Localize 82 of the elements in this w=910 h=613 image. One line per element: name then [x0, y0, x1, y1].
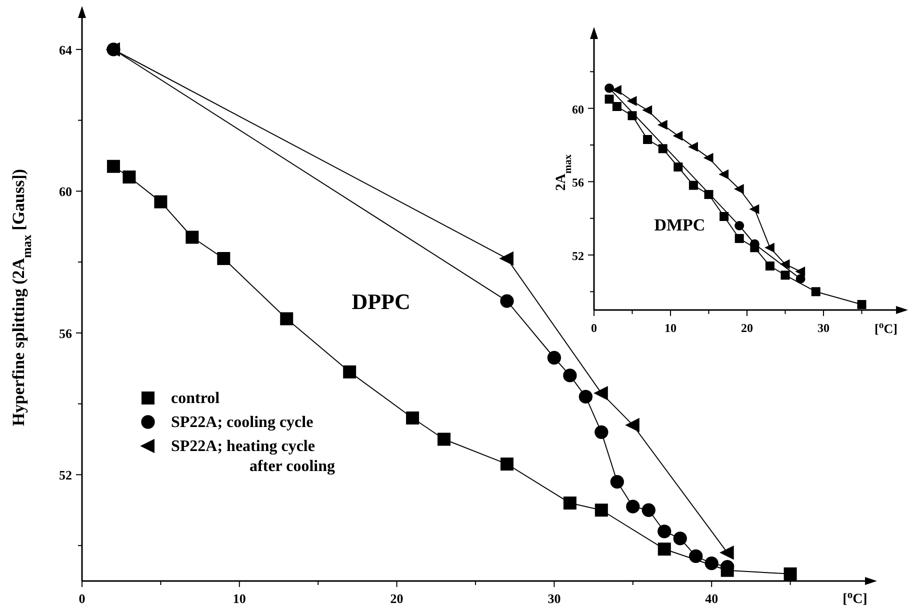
y-tick-label: 52 — [572, 249, 584, 263]
point — [658, 144, 668, 154]
point — [689, 549, 703, 564]
annotation: DMPC — [654, 215, 706, 234]
point — [499, 251, 514, 266]
point — [764, 242, 774, 253]
point — [578, 390, 593, 404]
point — [811, 287, 820, 296]
point — [500, 458, 514, 471]
point — [643, 135, 652, 144]
point — [718, 169, 729, 180]
point — [642, 503, 656, 517]
point — [612, 102, 622, 111]
point — [734, 184, 744, 194]
point — [217, 252, 230, 266]
y-tick-label: 64 — [59, 42, 72, 58]
point — [122, 170, 136, 184]
x-tick-label: 10 — [232, 591, 246, 606]
point — [765, 262, 774, 270]
legend-label: SP22A; cooling cycle — [171, 414, 314, 431]
point — [626, 500, 640, 514]
point — [547, 350, 562, 365]
point — [438, 432, 451, 446]
point — [688, 180, 698, 190]
legend-label: control — [171, 390, 220, 407]
annotation: DPPC — [352, 288, 410, 314]
point — [657, 120, 668, 130]
point — [280, 312, 294, 326]
x-tick-label: 0 — [591, 321, 597, 335]
point — [784, 567, 797, 580]
point — [343, 365, 356, 378]
point — [658, 542, 671, 556]
x-tick-label: 40 — [705, 591, 718, 606]
legend-label: SP22A; heating cycle after cooling — [171, 438, 335, 475]
point — [703, 152, 714, 163]
point — [406, 411, 420, 424]
point — [186, 230, 199, 244]
point — [857, 300, 866, 309]
point — [594, 425, 608, 439]
point — [704, 556, 718, 570]
point — [720, 546, 734, 560]
point — [612, 85, 622, 95]
point — [106, 160, 120, 173]
point — [642, 105, 652, 116]
point — [734, 234, 744, 243]
point — [594, 504, 608, 517]
point — [734, 220, 744, 230]
point — [594, 386, 608, 400]
point — [628, 111, 637, 120]
point — [688, 142, 698, 152]
x-tick-label: 0 — [78, 591, 86, 606]
x-axis-title: [$^{o}$C] — [842, 590, 868, 607]
point — [780, 270, 790, 280]
point — [610, 474, 624, 489]
point — [626, 96, 637, 106]
point — [604, 83, 614, 93]
point — [563, 496, 576, 510]
point — [796, 274, 806, 284]
x-tick-label: 10 — [664, 321, 676, 335]
x-tick-label: 30 — [818, 321, 830, 335]
point — [795, 266, 806, 276]
point — [154, 195, 168, 208]
point — [672, 130, 683, 141]
point — [674, 162, 683, 172]
point — [625, 418, 640, 432]
point — [749, 204, 760, 214]
point — [500, 294, 514, 308]
y-tick-label: 52 — [59, 468, 72, 483]
x-tick-label: 20 — [741, 321, 753, 335]
x-axis-title: [$^{o}$C] — [874, 320, 898, 336]
y-tick-label: 60 — [572, 102, 584, 116]
y-tick-label: 60 — [59, 184, 72, 200]
y-tick-label: 56 — [572, 176, 584, 190]
point — [780, 259, 790, 270]
y-tick-label: 56 — [59, 326, 72, 341]
point — [604, 94, 614, 104]
point — [563, 368, 577, 382]
point — [658, 524, 672, 538]
point — [673, 532, 687, 546]
x-tick-label: 20 — [390, 591, 404, 606]
point — [720, 212, 729, 221]
x-tick-label: 30 — [548, 591, 561, 606]
